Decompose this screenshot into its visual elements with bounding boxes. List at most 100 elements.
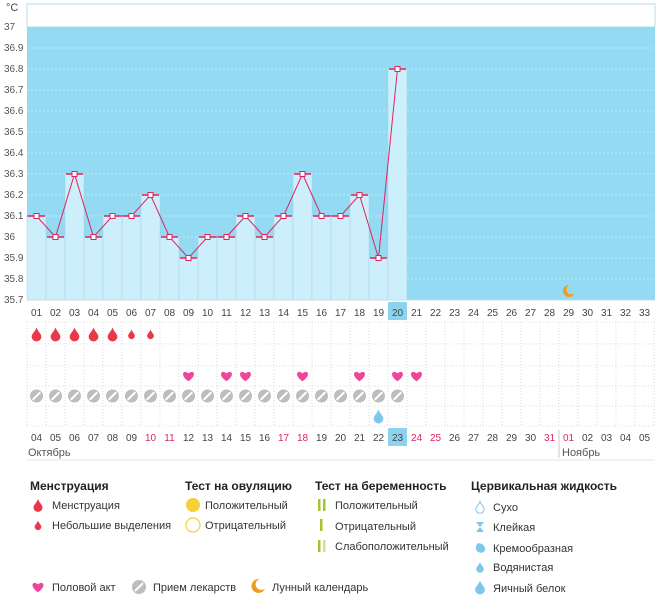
- temperature-point[interactable]: [394, 66, 401, 72]
- legend-item: Положительный: [335, 500, 418, 512]
- temperature-bar: [235, 215, 256, 301]
- medication-pill-icon: [353, 389, 366, 403]
- medication-pill-icon: [296, 389, 309, 403]
- temperature-point[interactable]: [337, 213, 344, 219]
- pill-slash: [336, 391, 345, 401]
- temperature-bar: [83, 236, 104, 301]
- legend-title-fluid: Цервикальная жидкость: [471, 479, 617, 493]
- pill-slash: [260, 391, 269, 401]
- temperature-point[interactable]: [128, 213, 135, 219]
- cycle-day-label: 09: [183, 308, 195, 319]
- temperature-point[interactable]: [166, 234, 173, 240]
- calendar-date-label: 01: [563, 433, 575, 444]
- pill-slash: [393, 391, 402, 401]
- legend-eggwhite-icon: [475, 580, 485, 595]
- temperature-point[interactable]: [185, 255, 192, 261]
- cycle-day-label: 32: [620, 308, 632, 319]
- medication-pill-icon: [239, 389, 252, 403]
- y-tick-label: 36.3: [4, 169, 24, 180]
- temperature-point[interactable]: [356, 192, 363, 198]
- calendar-date-label: 02: [582, 433, 594, 444]
- cycle-day-label: 31: [601, 308, 613, 319]
- calendar-date-label: 26: [449, 433, 461, 444]
- calendar-date-label: 21: [354, 433, 366, 444]
- month-label-november: Ноябрь: [562, 447, 600, 459]
- y-tick-label: 36.2: [4, 190, 24, 201]
- pill-slash: [279, 391, 288, 401]
- medication-pill-icon: [125, 389, 138, 403]
- medication-pill-icon: [144, 389, 157, 403]
- temperature-point[interactable]: [223, 234, 230, 240]
- pill-slash: [203, 391, 212, 401]
- temperature-point[interactable]: [318, 213, 325, 219]
- cycle-day-label: 04: [88, 308, 100, 319]
- today-date-highlight: [388, 428, 407, 446]
- temperature-point[interactable]: [90, 234, 97, 240]
- temperature-point[interactable]: [280, 213, 287, 219]
- y-tick-label: 36: [4, 232, 16, 243]
- legend-title-ovulation: Тест на овуляцию: [185, 479, 292, 493]
- y-tick-label: 37: [4, 22, 16, 33]
- cycle-day-label: 03: [69, 308, 81, 319]
- pill-slash: [70, 391, 79, 401]
- temperature-bar: [45, 236, 66, 301]
- legend-item: Клейкая: [493, 522, 535, 534]
- pill-slash: [108, 391, 117, 401]
- y-tick-label: 36.6: [4, 106, 24, 117]
- temperature-point[interactable]: [109, 213, 116, 219]
- cycle-day-label: 29: [563, 308, 575, 319]
- calendar-date-label: 18: [297, 433, 309, 444]
- temperature-bar: [102, 215, 123, 301]
- medication-pill-icon: [315, 389, 328, 403]
- calendar-date-label: 05: [50, 433, 62, 444]
- cycle-day-label: 27: [525, 308, 537, 319]
- y-tick-label: 35.8: [4, 274, 24, 285]
- medication-pill-icon: [277, 389, 290, 403]
- medication-pill-icon: [68, 389, 81, 403]
- temperature-point[interactable]: [375, 255, 382, 261]
- legend-item: Половой акт: [52, 582, 116, 594]
- cycle-day-label: 10: [202, 308, 214, 319]
- cycle-day-label: 12: [240, 308, 252, 319]
- menstruation-drop-icon: [31, 327, 42, 342]
- temperature-point[interactable]: [242, 213, 249, 219]
- cycle-day-label: 18: [354, 308, 366, 319]
- calendar-date-label: 29: [506, 433, 518, 444]
- cycle-day-label: 05: [107, 308, 119, 319]
- y-tick-label: 36.5: [4, 127, 24, 138]
- medication-pill-icon: [163, 389, 176, 403]
- temperature-bar: [368, 257, 389, 301]
- temperature-point[interactable]: [33, 213, 40, 219]
- legend-spotting-drop-icon: [34, 520, 42, 531]
- calendar-date-label: 10: [145, 433, 157, 444]
- legend-item: Положительный: [205, 500, 288, 512]
- temperature-bar: [121, 215, 142, 301]
- calendar-date-label: 19: [316, 433, 328, 444]
- temperature-bar: [26, 215, 47, 301]
- legend-title-pregnancy: Тест на беременность: [315, 479, 446, 493]
- legend-pregnancy-negative-icon: [320, 519, 323, 531]
- intercourse-heart-icon: [354, 371, 365, 382]
- medication-pill-icon: [372, 389, 385, 403]
- temperature-point[interactable]: [299, 171, 306, 177]
- cycle-day-label: 20: [392, 308, 404, 319]
- cycle-day-label: 21: [411, 308, 423, 319]
- pill-slash: [51, 391, 60, 401]
- temperature-point[interactable]: [52, 234, 59, 240]
- cycle-day-label: 25: [487, 308, 499, 319]
- medication-pill-icon: [220, 389, 233, 403]
- cycle-day-label: 01: [31, 308, 43, 319]
- temperature-point[interactable]: [261, 234, 268, 240]
- legend-creamy-icon: [475, 543, 486, 553]
- legend-watery-icon: [476, 562, 484, 573]
- temperature-bar: [159, 236, 180, 301]
- legend-item: Прием лекарств: [153, 582, 236, 594]
- legend-intercourse-heart-icon: [32, 582, 44, 593]
- temperature-point[interactable]: [71, 171, 78, 177]
- watery-fluid-drop-icon: [373, 409, 384, 424]
- temperature-point[interactable]: [204, 234, 211, 240]
- temperature-point[interactable]: [147, 192, 154, 198]
- medication-pill-icon: [201, 389, 214, 403]
- calendar-date-label: 09: [126, 433, 138, 444]
- cycle-day-label: 22: [430, 308, 442, 319]
